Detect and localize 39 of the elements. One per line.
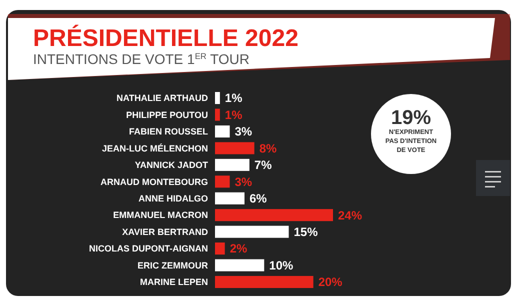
- y-tick-label: JEAN-LUC MÉLENCHON: [102, 143, 208, 154]
- y-tick-label: NATHALIE ARTHAUD: [116, 93, 208, 104]
- bar: [215, 92, 220, 104]
- text: 19%: [390, 107, 432, 129]
- bar: [215, 158, 250, 171]
- bar: [215, 108, 220, 121]
- chart-title: PRÉSIDENTIELLE 2022: [33, 24, 298, 52]
- bar: [215, 259, 264, 272]
- data-label: 1%: [224, 91, 243, 106]
- data-label: 10%: [269, 258, 294, 272]
- y-tick-label: FABIEN ROUSSEL: [128, 126, 208, 137]
- data-label: 3%: [234, 174, 252, 189]
- data-label: 2%: [230, 242, 248, 256]
- y-tick-label: ERIC ZEMMOUR: [138, 260, 208, 270]
- data-label: 8%: [259, 141, 278, 156]
- data-label: 1%: [224, 108, 243, 122]
- data-label: 3%: [234, 124, 252, 139]
- bar: [215, 125, 230, 138]
- data-label: 7%: [254, 158, 272, 172]
- data-label: 24%: [338, 208, 362, 222]
- bar: [215, 192, 244, 204]
- y-tick-label: ARNAUD MONTEBOURG: [100, 176, 208, 187]
- y-tick-label: EMMANUEL MACRON: [113, 210, 208, 220]
- data-label: 15%: [294, 225, 318, 240]
- y-tick-label: ANNE HIDALGO: [138, 194, 208, 204]
- chart-subtitle: INTENTIONS DE VOTE 1$^{ER}$ TOUR: [33, 51, 250, 67]
- y-tick-label: PHILIPPE POUTOU: [126, 110, 208, 120]
- bar: [215, 226, 289, 238]
- bar: [215, 242, 225, 255]
- bar: [215, 276, 314, 288]
- bar: [215, 209, 333, 222]
- y-tick-label: XAVIER BERTRAND: [122, 226, 208, 237]
- bar: [215, 176, 230, 188]
- y-tick-label: NICOLAS DUPONT-AIGNAN: [89, 244, 208, 254]
- data-label: 20%: [318, 275, 343, 290]
- y-tick-label: MARINE LEPEN: [140, 277, 208, 288]
- data-label: 6%: [250, 192, 268, 206]
- y-tick-label: YANNICK JADOT: [134, 160, 208, 170]
- bar: [215, 142, 254, 154]
